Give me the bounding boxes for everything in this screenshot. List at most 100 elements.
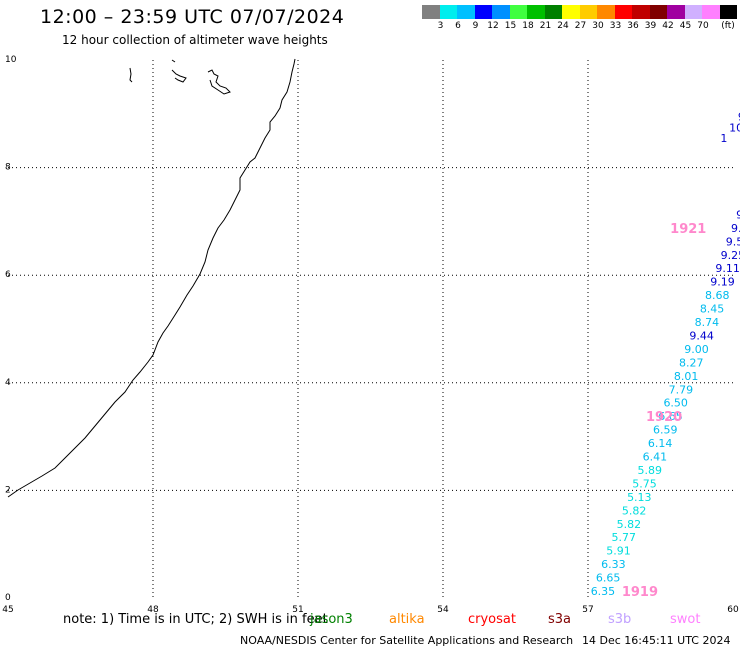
legend-swatch [492,5,510,19]
map-subtitle: 12 hour collection of altimeter wave hei… [62,33,328,47]
legend-swatch [684,5,702,19]
legend-swatch [632,5,650,19]
legend-tick-label: 70 [697,21,709,31]
legend-swatch [439,5,457,19]
wave-height-value: 5.13 [627,491,652,504]
wave-height-value: 8.27 [679,356,704,369]
legend-swatch [562,5,580,19]
wave-height-value: 7.79 [669,383,694,396]
latitude-label: 2 [5,485,11,495]
legend-swatches [422,5,737,19]
wave-height-value: 6.65 [658,410,683,423]
latitude-label: 8 [5,163,11,173]
wave-height-value: 1 [720,132,727,145]
legend-swatch [649,5,667,19]
wave-height-value: 9. [738,110,740,123]
wave-height-value: 9.35 [731,222,740,235]
wave-height-value: 6.35 [591,585,616,598]
legend-swatch [597,5,615,19]
satellite-label: jason3 [310,612,353,627]
wave-height-value: 8.45 [700,303,725,316]
wave-height-value: 9.34 [736,208,740,221]
legend-tick-label: 42 [662,21,674,31]
longitude-label: 45 [2,605,13,615]
longitude-label: 60 [727,605,739,615]
legend-swatch [614,5,632,19]
wave-height-value: 6.33 [601,558,626,571]
island-outline [171,69,187,83]
legend-swatch [509,5,527,19]
wave-height-value: 9.00 [684,343,709,356]
legend-unit: (ft) [721,21,735,31]
legend-swatch [702,5,720,19]
satellite-label: altika [389,612,425,627]
island-outline [171,59,176,63]
longitude-label: 48 [147,605,159,615]
satellite-label: s3b [608,612,632,627]
wave-height-value: 9.19 [710,276,735,289]
satellite-label: cryosat [468,612,516,627]
legend-tick-label: 39 [644,21,657,31]
island-outline [207,69,231,95]
legend-tick-label: 33 [609,21,622,31]
wave-height-value: 9.58 [726,235,740,248]
wave-height-value: 8.74 [695,316,720,329]
legend-swatch [457,5,475,19]
legend-swatch [422,5,440,19]
footer-note: note: 1) Time is in UTC; 2) SWH is in fe… [63,612,328,627]
legend-tick-label: 30 [592,21,604,31]
latitude-label: 6 [5,270,11,280]
wave-height-value: 6.59 [653,424,678,437]
map-title: 12:00 – 23:59 UTC 07/07/2024 [40,6,345,28]
wave-height-value: 8.68 [705,289,730,302]
wave-height-value: 6.41 [643,451,668,464]
longitude-label: 54 [437,605,449,615]
wave-height-value: 5.82 [622,504,647,517]
wave-height-value: 5.89 [637,464,662,477]
generated-timestamp: 14 Dec 16:45:11 UTC 2024 [582,634,731,647]
legend-swatch [579,5,597,19]
credit-line: NOAA/NESDIS Center for Satellite Applica… [240,634,574,647]
graticule [8,60,733,598]
coastline-path [7,58,296,498]
legend-swatch [474,5,492,19]
longitude-label: 51 [292,605,303,615]
satellite-label: swot [670,612,701,627]
legend-swatch [719,5,737,19]
wave-height-value: 8.01 [674,370,699,383]
coastline [7,58,296,498]
island-outline [129,67,133,83]
legend-tick-label: 15 [504,21,517,31]
axis-labels: 45 48 51 54 57 60 0 2 4 6 8 10 [2,55,739,615]
legend-tick-label: 18 [522,21,534,31]
legend-tick-label: 45 [679,21,692,31]
latitude-label: 0 [5,593,11,603]
longitude-label: 57 [582,605,593,615]
wave-height-value: 6.65 [596,572,621,585]
wave-height-value: 9.44 [689,329,714,342]
wave-height-value: 6.50 [663,397,688,410]
legend-swatch [527,5,545,19]
legend-tick-label: 6 [455,21,461,31]
legend-tick-label: 27 [574,21,587,31]
altimeter-track: 11.6510.7912.5710.7210.8610.9511.0910.90… [591,110,740,600]
color-legend: 3 6 9 12 15 18 21 24 27 30 33 36 39 42 45 70 (ft) [422,5,737,33]
wave-height-value: 6.14 [648,437,673,450]
latitude-label: 10 [5,55,17,65]
wave-height-value: 10 [729,121,740,134]
wave-height-value: 5.82 [617,518,642,531]
legend-tick-label: 24 [557,21,569,31]
wave-height-value: 5.91 [606,545,631,558]
wave-height-value: 9.25 [721,249,740,262]
wave-height-value: 5.77 [611,531,636,544]
legend-tick-label: 21 [539,21,552,31]
legend-ticks: 3 6 9 12 15 18 21 24 27 30 33 36 39 42 45 70 (ft) [422,19,737,33]
pass-time-label: 1919 [622,585,658,600]
legend-tick-label: 9 [472,21,479,31]
pass-time-label: 1920 [646,410,682,425]
wave-height-value: 9.11 [715,262,740,275]
latitude-label: 4 [5,378,11,388]
legend-swatch [667,5,685,19]
satellite-label: s3a [548,612,572,627]
